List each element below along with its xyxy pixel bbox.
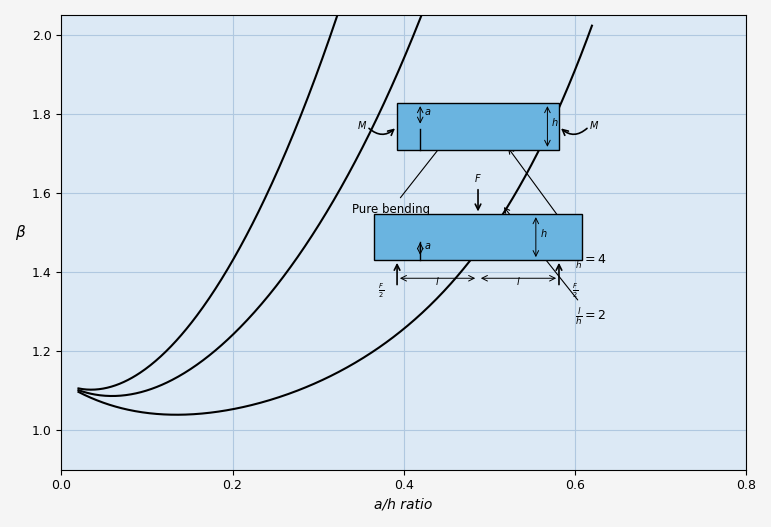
Bar — [374, 214, 582, 260]
Bar — [397, 103, 559, 150]
Text: a: a — [425, 240, 431, 250]
Text: M: M — [359, 122, 366, 131]
Text: h: h — [540, 229, 547, 239]
Text: $\frac{l}{h} = 2$: $\frac{l}{h} = 2$ — [504, 208, 606, 327]
Text: F: F — [475, 174, 481, 184]
Text: $\frac{F}{2}$: $\frac{F}{2}$ — [572, 282, 578, 300]
Y-axis label: $\beta$: $\beta$ — [15, 223, 26, 242]
Text: h: h — [552, 119, 558, 129]
Text: a: a — [425, 107, 431, 117]
Text: Pure bending: Pure bending — [352, 137, 448, 216]
Text: $\frac{F}{2}$: $\frac{F}{2}$ — [378, 282, 384, 300]
Text: $l$: $l$ — [435, 275, 440, 287]
Text: $\frac{l}{h} = 4$: $\frac{l}{h} = 4$ — [509, 149, 607, 271]
Text: $l$: $l$ — [516, 275, 521, 287]
Text: M: M — [590, 122, 598, 131]
X-axis label: a/h ratio: a/h ratio — [375, 498, 433, 512]
